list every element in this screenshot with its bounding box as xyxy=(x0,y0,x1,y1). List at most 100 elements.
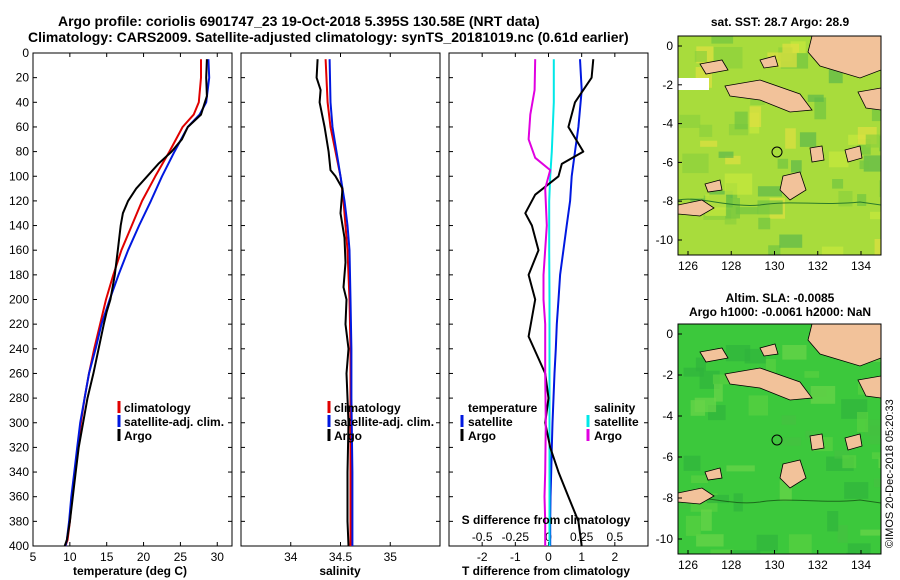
difference-xlabel: T difference from climatology xyxy=(462,564,630,578)
x-top-tick-label: 0.25 xyxy=(570,530,594,544)
field-patch xyxy=(791,160,802,173)
field-patch xyxy=(814,97,827,120)
field-patch xyxy=(857,412,869,433)
land-mass xyxy=(699,59,729,75)
map-y-tick-label: 0 xyxy=(666,327,673,341)
legend-label-climatology: climatology xyxy=(334,401,401,415)
y-tick-label: 320 xyxy=(9,440,29,454)
map-y-tick-label: -6 xyxy=(662,450,673,464)
difference-legend: temperature satellite Argo salinity sate… xyxy=(460,401,639,443)
field-patch xyxy=(775,437,802,446)
y-tick-label: 340 xyxy=(9,465,29,479)
sla-map-frame xyxy=(677,323,882,555)
field-patch xyxy=(810,386,836,404)
credit-text: ©IMOS 20-Dec-2018 05:20:33 xyxy=(884,399,896,548)
field-patch xyxy=(691,475,708,483)
series-salinity-argo xyxy=(527,59,552,546)
field-patch xyxy=(744,348,767,364)
field-patch xyxy=(827,511,839,532)
x-tick-label: 25 xyxy=(174,550,188,564)
field-patch xyxy=(879,180,881,198)
field-patch xyxy=(859,160,870,170)
field-patch xyxy=(779,234,803,248)
map-x-tick-label: 132 xyxy=(808,558,828,572)
field-patch xyxy=(712,374,740,385)
field-patch xyxy=(683,367,704,377)
temperature-panel: 0 20 40 60 80 100 120 140 160 180 200 220 240 260 280 3… xyxy=(9,46,233,564)
map-x-tick-label: 130 xyxy=(764,558,784,572)
field-patch xyxy=(804,371,820,378)
y-tick-label: 280 xyxy=(9,391,29,405)
sst-map-ticks: 0 -2 -4 -6 -8 -10 126 128 130 132 134 xyxy=(656,39,872,273)
sla-land xyxy=(678,324,881,505)
y-tick-label: 400 xyxy=(9,539,29,553)
map-y-tick-label: -8 xyxy=(662,194,673,208)
field-patch xyxy=(782,43,799,53)
x-tick-label: 34 xyxy=(284,550,298,564)
y-tick-label: 360 xyxy=(9,490,29,504)
legend-label-temperature-argo: Argo xyxy=(468,429,496,443)
y-tick-label: 0 xyxy=(22,46,29,60)
legend-label-temperature-satellite: satellite xyxy=(468,415,513,429)
salinity-panel: 34 34.5 35 xyxy=(240,52,441,564)
legend-label-argo: Argo xyxy=(124,429,152,443)
land-mass xyxy=(704,179,723,193)
land-mass xyxy=(724,79,813,113)
map-y-tick-label: 0 xyxy=(666,39,673,53)
y-tick-label: 120 xyxy=(9,194,29,208)
x-tick-label: 34.5 xyxy=(329,550,353,564)
field-patch xyxy=(799,132,817,147)
field-patch xyxy=(685,515,701,536)
field-patch xyxy=(860,529,881,536)
map-y-tick-label: -10 xyxy=(656,532,674,546)
field-patch xyxy=(844,482,869,499)
field-patch xyxy=(694,51,707,62)
field-patch xyxy=(757,186,783,197)
field-patch xyxy=(765,359,776,374)
x-tick-label: 1 xyxy=(578,550,585,564)
series-salinity-satellite xyxy=(548,59,555,546)
legend-label-salinity-satellite: satellite xyxy=(594,415,639,429)
y-tick-label: 220 xyxy=(9,317,29,331)
y-tick-label: 300 xyxy=(9,416,29,430)
land-mass xyxy=(844,145,863,163)
field-patch xyxy=(871,452,881,459)
x-tick-label: 15 xyxy=(100,550,114,564)
field-patch xyxy=(837,525,848,543)
map-x-tick-label: 128 xyxy=(721,558,741,572)
land-mass xyxy=(699,347,729,363)
difference-xlabel-top: S difference from climatology xyxy=(462,513,631,527)
x-top-tick-label: 0.5 xyxy=(606,530,623,544)
field-patch xyxy=(781,415,796,425)
salinity-xlabel: salinity xyxy=(319,564,361,578)
field-patch xyxy=(878,457,881,469)
land-mass xyxy=(759,343,779,357)
series-satellite-adj-clim- xyxy=(64,59,211,547)
field-patch xyxy=(842,455,857,469)
field-patch xyxy=(768,245,781,255)
map-y-tick-label: -10 xyxy=(656,233,674,247)
y-tick-label: 20 xyxy=(16,71,30,85)
field-patch xyxy=(734,111,748,130)
field-patch xyxy=(807,94,824,102)
legend-label-climatology: climatology xyxy=(124,401,191,415)
land-mass xyxy=(857,375,881,399)
field-patch xyxy=(873,478,881,488)
field-patch xyxy=(696,534,724,547)
field-patch xyxy=(700,509,712,531)
field-patch xyxy=(735,207,759,215)
title-line-1: Argo profile: coriolis 6901747_23 19-Oct… xyxy=(58,13,540,29)
land-mass xyxy=(779,459,807,489)
sla-map-ticks: 0 -2 -4 -6 -8 -10 126 128 130 132 134 xyxy=(656,327,872,572)
argo-position-marker xyxy=(771,434,783,446)
field-patch xyxy=(724,173,753,195)
map-y-tick-label: -2 xyxy=(662,368,673,382)
field-patch xyxy=(838,191,853,207)
sla-map-title-1: Altim. SLA: -0.0085 xyxy=(726,291,835,305)
y-tick-label: 40 xyxy=(16,95,30,109)
legend-label-satellite: satellite-adj. clim. xyxy=(124,415,224,429)
sla-map: 0 -2 -4 -6 -8 -10 126 128 130 132 134 xyxy=(656,323,882,572)
field-patch xyxy=(870,425,881,445)
sst-land xyxy=(678,36,881,217)
salinity-legend: climatology satellite-adj. clim. Argo xyxy=(327,401,434,443)
